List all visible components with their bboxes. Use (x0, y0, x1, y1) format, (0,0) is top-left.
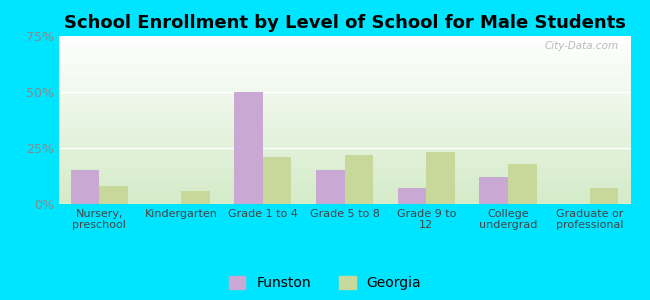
Bar (398, 188, 426, 204)
Bar (479, 177, 508, 204)
Bar (590, 188, 618, 204)
Bar (71, 170, 99, 204)
Legend: Funston, Georgia: Funston, Georgia (229, 276, 421, 290)
Bar (234, 92, 263, 204)
Bar (426, 152, 455, 204)
Bar (316, 170, 344, 204)
Bar (508, 164, 536, 204)
Title: School Enrollment by Level of School for Male Students: School Enrollment by Level of School for… (64, 14, 625, 32)
Bar (99, 186, 128, 204)
Bar (181, 190, 210, 204)
Bar (263, 157, 291, 204)
Text: City-Data.com: City-Data.com (545, 41, 619, 51)
Bar (344, 155, 373, 204)
